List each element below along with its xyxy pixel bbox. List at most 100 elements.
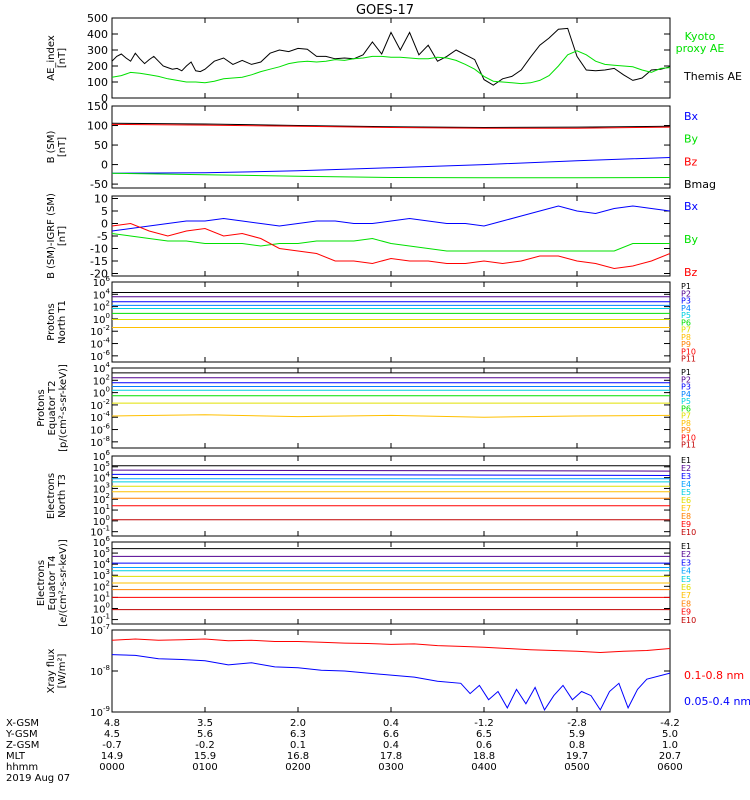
y-tick-label: 0 <box>101 218 108 231</box>
series-0-1-0-8-nm <box>111 638 671 654</box>
legend-entry: E8 <box>681 512 691 521</box>
time-axis-value: 0.1 <box>290 740 306 751</box>
legend-entry: P6 <box>681 404 691 413</box>
y-tick-base: 10 <box>90 327 103 338</box>
y-tick-label: 104 <box>93 557 111 571</box>
y-tick-exponent: 3 <box>106 481 110 489</box>
y-tick-base: 10 <box>90 528 103 539</box>
legend-entry: P2 <box>681 289 691 298</box>
y-tick-label: -20 <box>90 268 108 281</box>
plot-title: GOES-17 <box>356 3 414 18</box>
time-axis-value: 0400 <box>471 762 496 773</box>
panel-frame <box>111 281 671 363</box>
series-kyoto-proxy-ae <box>111 50 671 85</box>
y-tick-label: 0 <box>101 159 108 172</box>
y-tick-exponent: 4 <box>106 471 111 479</box>
y-tick-base: 10 <box>93 517 106 528</box>
time-axis-row-label: MLT <box>6 751 26 762</box>
y-tick-exponent: 1 <box>106 503 110 511</box>
series-bx <box>111 205 671 232</box>
y-tick-label: 10-4 <box>90 337 110 351</box>
y-tick-label: 106 <box>93 535 111 549</box>
time-axis-value: 18.8 <box>473 751 495 762</box>
time-axis-value: 5.9 <box>569 729 585 740</box>
time-axis-value: 4.8 <box>104 718 120 729</box>
panel-frame <box>111 629 671 713</box>
panel-frame <box>111 17 671 99</box>
y-tick-label: 100 <box>93 514 110 528</box>
y-axis-label: Equator T2 <box>47 381 58 436</box>
y-tick-label: 10-7 <box>90 623 110 637</box>
y-axis-label: [nT] <box>57 226 68 246</box>
y-tick-label: 102 <box>93 373 110 387</box>
series-bmag <box>111 122 671 129</box>
time-axis-value: -2.8 <box>567 718 587 729</box>
y-tick-base: 10 <box>90 426 103 437</box>
y-tick-exponent: -4 <box>103 410 111 418</box>
y-axis-label: Electrons <box>46 473 57 519</box>
y-tick-exponent: 6 <box>106 449 111 457</box>
legend-entry: E2 <box>681 464 691 473</box>
y-tick-label: 100 <box>93 386 110 400</box>
legend-entry: P5 <box>681 397 691 406</box>
y-tick-exponent: -6 <box>103 349 111 357</box>
y-tick-exponent: 1 <box>106 590 110 598</box>
legend-entry: P11 <box>681 441 696 450</box>
time-axis-value: 3.5 <box>197 718 213 729</box>
panel-frame <box>111 195 671 277</box>
y-tick-base: 10 <box>93 376 106 387</box>
panel-frame <box>111 455 671 537</box>
y-tick-base: 10 <box>93 593 106 604</box>
y-axis-label: North T3 <box>57 474 68 518</box>
y-axis-label: Xray flux <box>46 649 57 694</box>
y-tick-label: 105 <box>93 546 110 560</box>
time-axis-value: 0500 <box>564 762 589 773</box>
legend-entry: 0.1-0.8 nm <box>684 669 744 682</box>
legend-entry: E3 <box>681 472 691 481</box>
legend-bsm: Bx By Bz Bmag <box>684 110 716 191</box>
time-axis-value: 5.6 <box>197 729 213 740</box>
legend-entry: P4 <box>681 304 691 313</box>
y-tick-label: 0 <box>101 92 108 105</box>
y-axis-label: Electrons <box>36 560 47 606</box>
y-axis-label: [nT] <box>57 137 68 157</box>
time-axis-value: 20.7 <box>659 751 681 762</box>
time-axis-labels: X-GSM 4.8 3.5 2.0 0.4 -1.2 -2.8 -4.2 Y-GSM 4.5 5.6… <box>5 718 683 784</box>
time-axis-row-label: hhmm <box>6 762 38 773</box>
y-axis-label: B (SM) <box>46 130 57 163</box>
y-tick-base: 10 <box>90 340 103 351</box>
legend-entry: E10 <box>681 528 696 537</box>
legend-entry: proxy AE <box>676 42 725 55</box>
y-tick-exponent: 0 <box>106 386 110 394</box>
time-axis-value: 0600 <box>657 762 682 773</box>
y-axis-label: [e/(cm²-s-sr-keV)] <box>58 539 69 627</box>
y-tick-label: 106 <box>93 449 111 463</box>
y-tick-label: -15 <box>90 255 108 268</box>
y-tick-label: 104 <box>93 287 111 301</box>
legend-entry: P9 <box>681 426 691 435</box>
series-e3 <box>111 473 671 476</box>
y-tick-label: 102 <box>93 300 110 314</box>
series-bz <box>111 222 671 270</box>
y-tick-label: 200 <box>87 60 108 73</box>
y-tick-exponent: -8 <box>103 435 110 443</box>
y-tick-exponent: 2 <box>106 492 110 500</box>
y-tick-exponent: -7 <box>103 623 110 631</box>
y-tick-base: 10 <box>93 538 106 549</box>
series-e2 <box>111 469 671 472</box>
time-axis-value: 6.3 <box>290 729 306 740</box>
y-tick-label: 105 <box>93 460 110 474</box>
y-tick-base: 10 <box>90 626 103 637</box>
y-tick-base: 10 <box>93 315 106 326</box>
legend-entry: Kyoto <box>685 30 716 43</box>
panel-bsm: -50 0 50 100 150 B (SM) [nT] Bx By Bz Bmag <box>46 100 716 191</box>
time-axis-value: -0.2 <box>195 740 215 751</box>
series-by <box>111 172 671 179</box>
legend-entry: E4 <box>681 567 691 576</box>
y-tick-exponent: -2 <box>103 398 110 406</box>
